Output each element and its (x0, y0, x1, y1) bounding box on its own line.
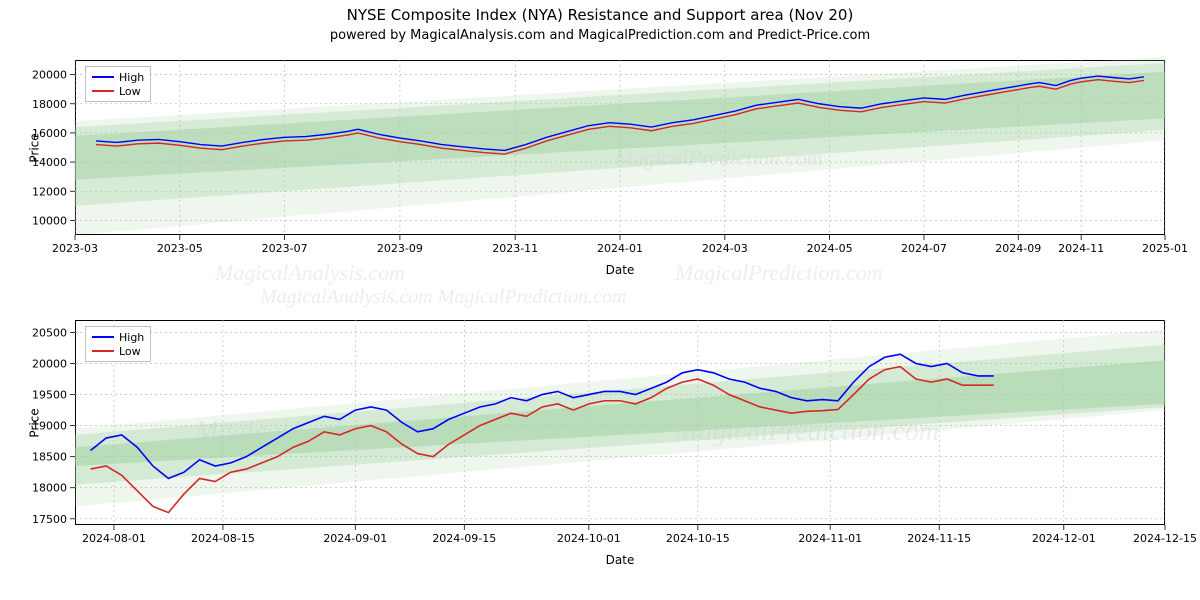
bottom-x-axis-label: Date (606, 553, 635, 600)
legend-row-high: High (92, 330, 144, 344)
svg-text:17500: 17500 (32, 513, 67, 526)
svg-text:19000: 19000 (32, 420, 67, 433)
svg-text:2024-10-15: 2024-10-15 (666, 532, 730, 545)
svg-text:20500: 20500 (32, 326, 67, 339)
bottom-legend: High Low (85, 326, 151, 362)
svg-text:2024-10-01: 2024-10-01 (557, 532, 621, 545)
bottom-chart-svg: MagicalAnalysis.comMagicalPrediction.com… (75, 320, 1167, 527)
legend-swatch-low (92, 350, 114, 352)
svg-text:2024-09-15: 2024-09-15 (432, 532, 496, 545)
svg-text:2024-08-15: 2024-08-15 (191, 532, 255, 545)
legend-swatch-high (92, 336, 114, 338)
legend-label-high: High (119, 331, 144, 344)
svg-text:18000: 18000 (32, 482, 67, 495)
svg-text:2024-09-01: 2024-09-01 (323, 532, 387, 545)
svg-text:2024-11-01: 2024-11-01 (798, 532, 862, 545)
svg-text:2024-12-15: 2024-12-15 (1133, 532, 1197, 545)
legend-row-low: Low (92, 344, 144, 358)
bottom-chart-panel: Price MagicalAnalysis.comMagicalPredicti… (0, 0, 1200, 600)
bottom-chart-plot-area: MagicalAnalysis.comMagicalPrediction.com… (75, 320, 1165, 525)
svg-text:2024-11-15: 2024-11-15 (907, 532, 971, 545)
svg-text:MagicalPrediction.com: MagicalPrediction.com (674, 416, 939, 447)
svg-text:18500: 18500 (32, 451, 67, 464)
svg-text:2024-12-01: 2024-12-01 (1032, 532, 1096, 545)
svg-text:2024-08-01: 2024-08-01 (82, 532, 146, 545)
svg-text:20000: 20000 (32, 357, 67, 370)
legend-label-low: Low (119, 345, 141, 358)
svg-text:19500: 19500 (32, 389, 67, 402)
